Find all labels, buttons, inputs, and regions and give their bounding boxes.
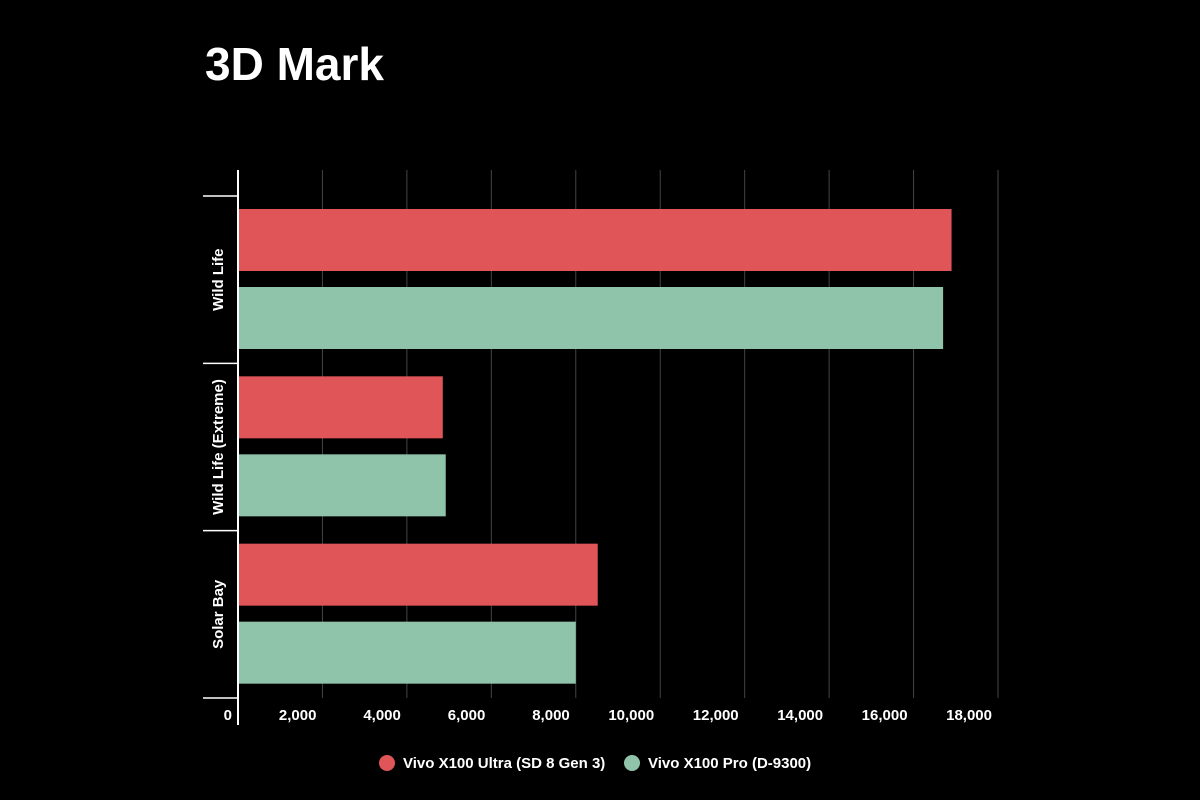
bar	[238, 543, 598, 606]
x-tick-label: 4,000	[363, 707, 401, 724]
bar	[238, 454, 446, 517]
legend-label: Vivo X100 Ultra (SD 8 Gen 3)	[403, 755, 605, 772]
bar	[238, 287, 944, 349]
bar	[238, 209, 952, 271]
x-tick-label: 2,000	[279, 707, 317, 724]
x-tick-label: 14,000	[777, 707, 823, 724]
legend-marker	[624, 755, 640, 771]
legend-label: Vivo X100 Pro (D-9300)	[648, 755, 811, 772]
y-tick-label: Solar Bay	[210, 579, 227, 649]
chart-title: 3D Mark	[205, 38, 384, 90]
bar	[238, 621, 576, 684]
y-tick-label: Wild Life	[210, 248, 227, 310]
x-tick-label: 18,000	[946, 707, 992, 724]
x-tick-label: 12,000	[693, 707, 739, 724]
y-tick-label: Wild Life (Extreme)	[210, 379, 227, 515]
x-tick-label: 10,000	[608, 707, 654, 724]
x-tick-label: 6,000	[448, 707, 486, 724]
x-tick-label: 16,000	[862, 707, 908, 724]
legend-marker	[379, 755, 395, 771]
bar	[238, 376, 443, 439]
x-tick-label: 8,000	[532, 707, 570, 724]
x-tick-label: 0	[224, 707, 232, 724]
